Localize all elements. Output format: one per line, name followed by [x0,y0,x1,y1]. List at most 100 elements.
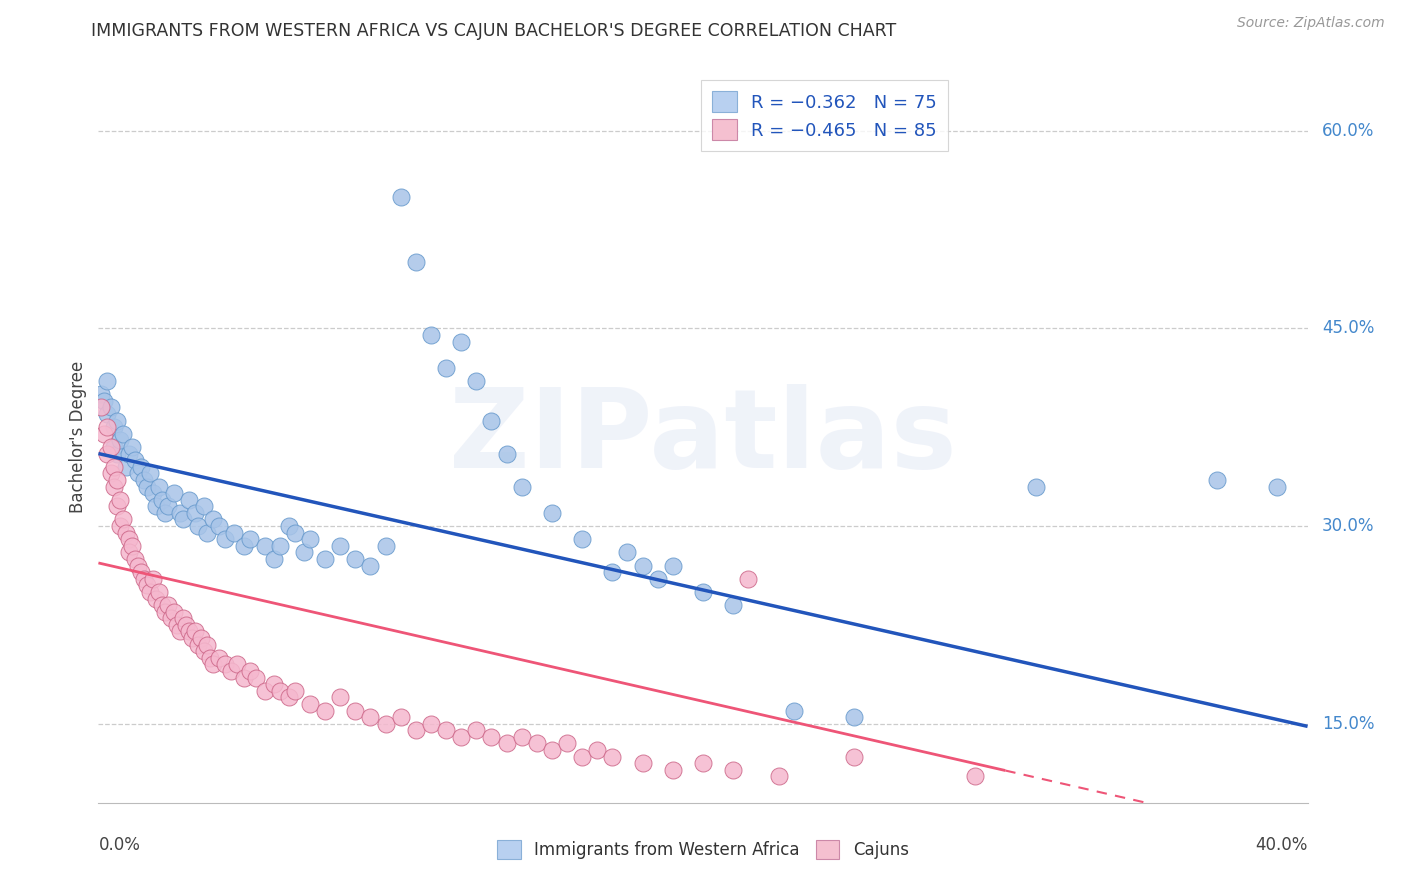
Point [118,533,141,547]
Point [174,618,197,632]
Point [214,533,236,547]
Text: Source: ZipAtlas.com: Source: ZipAtlas.com [1237,16,1385,30]
Point [132,572,155,586]
Point [555,737,578,751]
Point [965,769,987,783]
Point [208,650,231,665]
Point [540,743,562,757]
Point [160,611,183,625]
Point [239,533,262,547]
Point [221,664,243,678]
Point [245,671,267,685]
Point [269,539,291,553]
Point [495,446,517,460]
Point [163,486,186,500]
Point [360,710,382,724]
Point [195,638,218,652]
Point [465,374,488,388]
Point [602,749,624,764]
Point [253,539,276,553]
Point [844,710,866,724]
Point [721,598,744,612]
Point [100,440,122,454]
Point [360,558,382,573]
Point [263,552,285,566]
Point [124,552,146,566]
Point [108,492,131,507]
Point [631,756,654,771]
Point [374,716,396,731]
Point [434,360,457,375]
Point [692,585,714,599]
Point [153,506,176,520]
Point [103,440,125,454]
Point [329,539,352,553]
Point [314,704,336,718]
Point [156,500,179,514]
Point [277,519,299,533]
Text: 60.0%: 60.0% [1322,121,1375,140]
Point [450,334,472,349]
Point [329,690,352,705]
Point [150,492,173,507]
Point [768,769,790,783]
Point [434,723,457,738]
Point [419,716,441,731]
Point [96,374,118,388]
Point [163,605,186,619]
Text: 15.0%: 15.0% [1322,714,1375,732]
Point [202,512,225,526]
Point [177,492,201,507]
Point [145,591,167,606]
Text: 0.0%: 0.0% [98,836,141,854]
Point [195,525,218,540]
Point [148,479,170,493]
Point [121,440,143,454]
Point [374,539,396,553]
Point [602,565,624,579]
Point [292,545,315,559]
Point [465,723,488,738]
Point [142,572,165,586]
Point [177,624,201,639]
Point [150,598,173,612]
Point [226,657,249,672]
Point [540,506,562,520]
Point [129,565,152,579]
Point [105,446,128,460]
Point [284,525,307,540]
Point [172,512,194,526]
Point [114,525,136,540]
Point [405,255,427,269]
Point [156,598,179,612]
Point [253,683,276,698]
Point [616,545,638,559]
Point [93,393,115,408]
Point [495,737,517,751]
Point [172,611,194,625]
Point [90,401,112,415]
Point [202,657,225,672]
Point [190,631,212,645]
Point [169,506,191,520]
Point [389,189,412,203]
Point [224,525,246,540]
Point [103,420,125,434]
Point [127,467,149,481]
Text: 40.0%: 40.0% [1256,836,1308,854]
Point [200,650,222,665]
Point [127,558,149,573]
Point [181,631,204,645]
Point [124,453,146,467]
Point [405,723,427,738]
Point [103,479,125,493]
Point [647,572,669,586]
Point [232,539,254,553]
Point [571,533,593,547]
Point [193,644,215,658]
Text: 45.0%: 45.0% [1322,319,1375,337]
Point [214,657,236,672]
Point [269,683,291,698]
Point [193,500,215,514]
Point [108,434,131,448]
